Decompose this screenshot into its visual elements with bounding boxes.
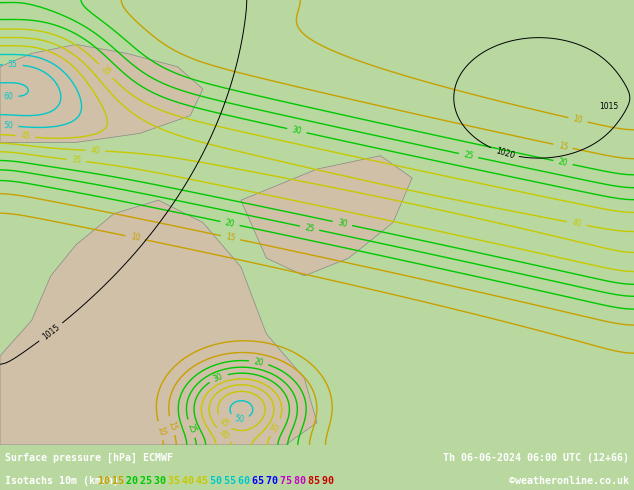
Text: 10: 10 (129, 232, 141, 243)
Text: 85: 85 (308, 476, 326, 486)
Text: 30: 30 (154, 476, 172, 486)
Text: 80: 80 (294, 476, 312, 486)
Text: 15: 15 (225, 232, 236, 243)
Text: 40: 40 (217, 428, 230, 441)
Text: Th 06-06-2024 06:00 UTC (12+66): Th 06-06-2024 06:00 UTC (12+66) (443, 453, 629, 463)
Text: 35: 35 (71, 155, 82, 166)
Text: 30: 30 (337, 218, 348, 229)
Text: 30: 30 (212, 371, 224, 384)
Text: 40: 40 (571, 218, 582, 229)
Text: 30: 30 (291, 125, 302, 136)
Text: 45: 45 (20, 131, 30, 142)
Text: 35: 35 (168, 476, 186, 486)
Text: 25: 25 (185, 422, 197, 435)
Text: 20: 20 (224, 218, 236, 229)
Text: 35: 35 (99, 65, 112, 78)
Text: 65: 65 (252, 476, 270, 486)
Text: 15: 15 (166, 420, 178, 432)
Text: 10: 10 (98, 476, 116, 486)
Text: 45: 45 (196, 476, 214, 486)
Text: 70: 70 (266, 476, 284, 486)
Text: ©weatheronline.co.uk: ©weatheronline.co.uk (509, 476, 629, 486)
Text: 50: 50 (234, 414, 245, 424)
Text: 35: 35 (269, 421, 282, 434)
Text: 55: 55 (8, 60, 18, 70)
Text: 45: 45 (217, 416, 230, 429)
Text: 90: 90 (322, 476, 340, 486)
Text: 15: 15 (557, 141, 569, 152)
Text: 25: 25 (140, 476, 158, 486)
Text: 50: 50 (210, 476, 228, 486)
Text: 60: 60 (3, 92, 13, 101)
Text: 60: 60 (238, 476, 256, 486)
Text: 50: 50 (3, 121, 13, 130)
Text: 20: 20 (126, 476, 144, 486)
Text: 20: 20 (557, 157, 569, 168)
Text: 25: 25 (304, 223, 315, 234)
Text: 15: 15 (112, 476, 130, 486)
Text: 55: 55 (224, 476, 242, 486)
Text: 10: 10 (155, 425, 166, 437)
Text: 1015: 1015 (599, 102, 618, 111)
Text: 20: 20 (253, 357, 264, 368)
Text: Surface pressure [hPa] ECMWF: Surface pressure [hPa] ECMWF (5, 452, 173, 463)
Text: Isotachs 10m (km/h): Isotachs 10m (km/h) (5, 476, 125, 486)
Text: 40: 40 (90, 146, 101, 155)
Text: 1020: 1020 (494, 146, 515, 160)
Text: 40: 40 (182, 476, 200, 486)
Text: 10: 10 (573, 114, 584, 125)
Text: 1015: 1015 (41, 322, 61, 342)
Text: 75: 75 (280, 476, 298, 486)
Text: 25: 25 (463, 150, 474, 161)
